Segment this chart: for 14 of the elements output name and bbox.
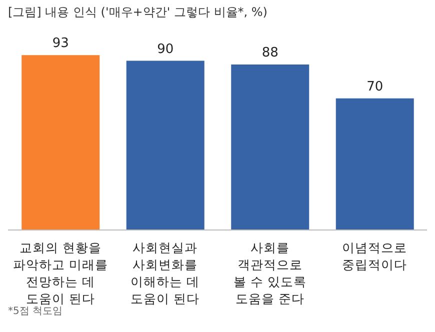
data-label: 90 [157, 42, 174, 57]
text: *5점 척도임 [8, 305, 63, 318]
x-tick-label: 사회현실과 사회변화를 이해하는 데 도움이 된다 [130, 240, 200, 306]
x-tick-label: 사회를 객관적으로 볼 수 있도록 도움을 준다 [233, 240, 306, 306]
data-label: 70 [366, 79, 384, 94]
bar [336, 98, 414, 230]
bar [231, 64, 310, 230]
x-tick-label: 이념적으로 중립적이다 [342, 240, 408, 272]
data-label: 88 [262, 46, 278, 61]
bar [22, 55, 100, 230]
data-label: 93 [52, 36, 69, 52]
x-tick-label: 교회의 현황을 파악하고 미래를 전망하는 데 도움이 된다 [12, 240, 108, 306]
chart-title: [그림] 내용 인식 ('매우+약간' 그렇다 비율*, %) [8, 4, 268, 21]
bar [126, 60, 204, 230]
